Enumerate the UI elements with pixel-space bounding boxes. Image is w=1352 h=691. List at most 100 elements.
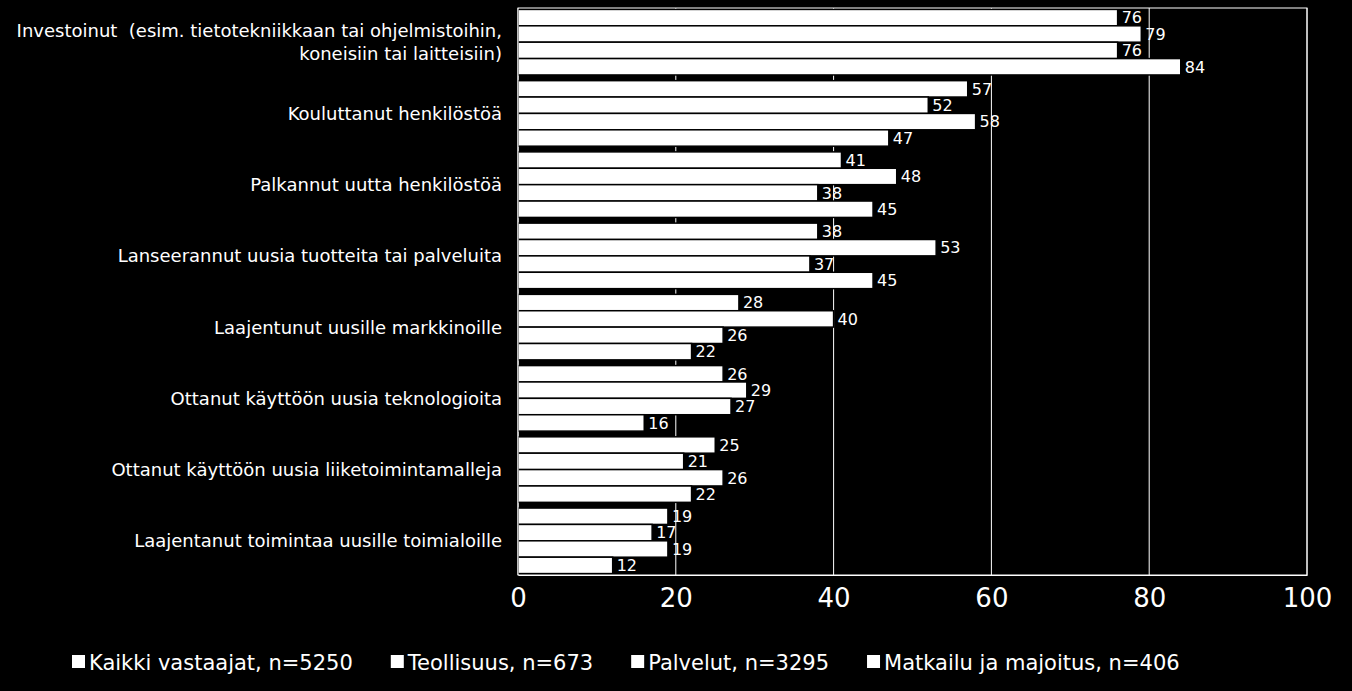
data-label: 22: [696, 485, 716, 504]
data-label: 41: [845, 151, 865, 170]
tick-label: 40: [818, 583, 851, 613]
bar: [518, 97, 928, 113]
bar: [518, 42, 1118, 58]
bar: [518, 524, 652, 540]
category-label: Ottanut käyttöön uusia liiketoimintamall…: [111, 459, 502, 480]
bar: [518, 9, 1118, 25]
bar: [518, 343, 692, 359]
bar: [518, 557, 613, 573]
data-label: 27: [735, 397, 755, 416]
grid-line: [1149, 8, 1150, 575]
tick-label: 20: [660, 583, 693, 613]
grid: [518, 8, 1307, 575]
bar: [518, 311, 834, 327]
tick-label: 60: [975, 583, 1008, 613]
category-label: Lanseerannut uusia tuotteita tai palvelu…: [118, 245, 502, 266]
category-label: Kouluttanut henkilöstöä: [288, 103, 502, 124]
bar: [518, 81, 968, 97]
data-label: 26: [727, 326, 747, 345]
data-label: 28: [743, 293, 763, 312]
legend-label: Teollisuus, n=673: [407, 651, 593, 675]
legend-item: Kaikki vastaajat, n=5250: [72, 651, 353, 675]
bar: [518, 223, 818, 239]
bar: [518, 415, 644, 431]
tick-label: 0: [510, 583, 527, 613]
legend-label: Palvelut, n=3295: [648, 651, 829, 675]
bars: [518, 9, 1181, 573]
data-label: 16: [648, 414, 668, 433]
data-label: 26: [727, 469, 747, 488]
bar: [518, 366, 723, 382]
legend-label: Kaikki vastaajat, n=5250: [89, 651, 353, 675]
category-label: Palkannut uutta henkilöstöä: [250, 174, 502, 195]
category-label: Ottanut käyttöön uusia teknologioita: [171, 388, 502, 409]
bar: [518, 327, 723, 343]
data-label: 84: [1185, 58, 1205, 77]
data-label: 26: [727, 365, 747, 384]
axis-line: [519, 575, 1308, 576]
bar: [518, 168, 897, 184]
tick: 0: [510, 575, 527, 613]
data-label: 22: [696, 342, 716, 361]
x-axis: 0 20 40 60 80 100: [510, 575, 1332, 613]
tick: 60: [975, 575, 1008, 613]
legend-item: Palvelut, n=3295: [631, 651, 829, 675]
bar: [518, 185, 818, 201]
tick-label: 80: [1133, 583, 1166, 613]
background: [0, 0, 1352, 691]
tick: 80: [1133, 575, 1166, 613]
data-label: 45: [877, 271, 897, 290]
data-labels: 7657413828262519795248534029211776583837…: [617, 8, 1205, 575]
bar: [518, 398, 731, 414]
data-label: 45: [877, 200, 897, 219]
data-label: 48: [901, 167, 921, 186]
data-label: 57: [972, 80, 992, 99]
data-label: 25: [719, 436, 739, 455]
legend-swatch: [391, 655, 404, 668]
bar: [518, 113, 976, 129]
bar: [518, 26, 1141, 42]
bar: [518, 294, 739, 310]
tick: 20: [660, 575, 693, 613]
bar: [518, 201, 873, 217]
legend-swatch: [867, 655, 880, 668]
legend-swatch: [72, 655, 85, 668]
data-label: 53: [940, 238, 960, 257]
data-label: 19: [672, 540, 692, 559]
legend-swatch: [631, 655, 644, 668]
data-label: 79: [1145, 25, 1165, 44]
plot-frame: [518, 8, 1307, 575]
data-label: 76: [1122, 8, 1142, 27]
bar: [518, 437, 715, 453]
data-label: 21: [688, 452, 708, 471]
data-label: 38: [822, 222, 842, 241]
bar: [518, 240, 936, 256]
bar: [518, 453, 684, 469]
bar: [518, 541, 668, 557]
category-label: Laajentanut toimintaa uusille toimialoil…: [134, 530, 502, 551]
bar: [518, 470, 723, 486]
data-label: 52: [932, 96, 952, 115]
bar: [518, 256, 810, 272]
category-labels: Investoinut (esim. tietotekniikkaan tai …: [17, 20, 502, 551]
data-label: 12: [617, 556, 637, 575]
data-label: 58: [980, 112, 1000, 131]
chart: 7657413828262519795248534029211776583837…: [0, 0, 1352, 691]
bar: [518, 130, 889, 146]
bar: [518, 382, 747, 398]
legend-item: Matkailu ja majoitus, n=406: [867, 651, 1180, 675]
tick-label: 100: [1283, 583, 1333, 613]
bar: [518, 486, 692, 502]
legend-item: Teollisuus, n=673: [391, 651, 593, 675]
category-label: Investoinut (esim. tietotekniikkaan tai …: [17, 20, 502, 64]
data-label: 47: [893, 129, 913, 148]
tick: 100: [1283, 575, 1333, 613]
bar: [518, 59, 1181, 75]
data-label: 37: [814, 255, 834, 274]
category-label: Laajentunut uusille markkinoille: [214, 317, 502, 338]
legend: Kaikki vastaajat, n=5250 Teollisuus, n=67…: [72, 651, 1180, 675]
legend-label: Matkailu ja majoitus, n=406: [884, 651, 1180, 675]
bar: [518, 508, 668, 524]
tick: 40: [818, 575, 851, 613]
data-label: 40: [838, 310, 858, 329]
